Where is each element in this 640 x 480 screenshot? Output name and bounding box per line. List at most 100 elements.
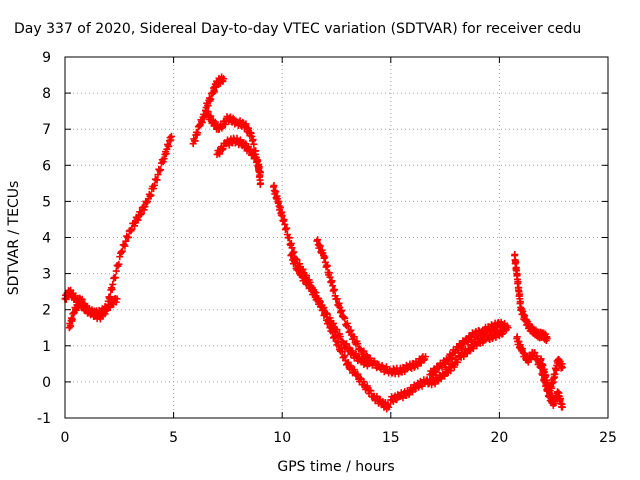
- data-point-interp: [147, 191, 155, 199]
- data-point-interp: [112, 298, 120, 306]
- series-track-2: [189, 106, 264, 188]
- data-point: [220, 75, 228, 83]
- data-point-interp: [134, 216, 142, 224]
- y-tick-label: 1: [42, 339, 51, 355]
- data-point-interp: [310, 288, 318, 296]
- data-point-interp: [290, 257, 298, 265]
- data-point-interp: [457, 344, 465, 352]
- data-point-interp: [157, 166, 165, 174]
- data-point: [558, 363, 566, 371]
- data-point-interp: [121, 242, 129, 250]
- gridlines: [65, 57, 608, 418]
- data-point-interp: [454, 358, 462, 366]
- data-point-interp: [344, 358, 352, 366]
- data-point-interp: [362, 351, 370, 359]
- y-tick-label: 2: [42, 303, 51, 319]
- data-point-interp: [516, 298, 524, 306]
- data-point-interp: [115, 260, 123, 268]
- data-point-interp: [338, 348, 346, 356]
- data-point-interp: [319, 305, 327, 313]
- data-point-interp: [354, 340, 362, 348]
- data-point-interp: [112, 267, 120, 275]
- data-point-interp: [150, 185, 158, 193]
- data-point-interp: [194, 129, 202, 137]
- data-point: [113, 295, 121, 303]
- data-point-interp: [299, 265, 307, 273]
- data-point-interp: [156, 167, 164, 175]
- data-point: [167, 132, 175, 140]
- y-tick-label: 0: [42, 375, 51, 391]
- data-point-interp: [409, 388, 417, 396]
- data-point-interp: [320, 304, 328, 312]
- series-track-3: [270, 182, 393, 413]
- series-track-6b: [537, 355, 566, 398]
- data-point-interp: [341, 314, 349, 322]
- data-point-interp: [432, 367, 440, 375]
- x-tick-label: 5: [169, 430, 178, 446]
- x-tick-label: 25: [599, 430, 617, 446]
- data-point: [422, 353, 430, 361]
- data-point-interp: [160, 155, 168, 163]
- data-point-interp: [137, 210, 145, 218]
- data-point-interp: [301, 274, 309, 282]
- x-tick-label: 20: [490, 430, 508, 446]
- data-point-interp: [360, 347, 368, 355]
- data-point-interp: [363, 382, 371, 390]
- data-point: [109, 280, 117, 288]
- data-point-interp: [154, 171, 162, 179]
- series-track-2b: [202, 73, 228, 112]
- data-point-interp: [431, 368, 439, 376]
- series-track-1b: [65, 294, 121, 332]
- plot-frame: [64, 56, 609, 419]
- data-point-interp: [283, 224, 291, 232]
- data-point-interp: [450, 363, 458, 371]
- data-point-interp: [153, 176, 161, 184]
- data-point-interp: [371, 357, 379, 365]
- data-point: [504, 324, 512, 332]
- data-point-interp: [303, 277, 311, 285]
- x-tick-label: 15: [382, 430, 400, 446]
- data-point-interp: [329, 319, 337, 327]
- data-point-interp: [294, 264, 302, 272]
- data-point-interp: [415, 383, 423, 391]
- y-tick-label: 4: [42, 231, 51, 247]
- data-point-interp: [343, 319, 351, 327]
- data-point-interp: [307, 282, 315, 290]
- data-point-interp: [111, 274, 119, 282]
- data-point-interp: [118, 247, 126, 255]
- data-point-interp: [441, 372, 449, 380]
- y-tick-label: 7: [42, 122, 51, 138]
- data-point-interp: [360, 378, 368, 386]
- data-point-interp: [323, 310, 331, 318]
- data-point-interp: [367, 387, 375, 395]
- series-track-5: [511, 250, 551, 345]
- data-point: [256, 179, 264, 187]
- data-point-interp: [131, 222, 139, 230]
- y-tick-label: 9: [42, 50, 51, 66]
- data-point-interp: [291, 258, 299, 266]
- series-track-4: [387, 326, 508, 406]
- data-point: [543, 335, 551, 343]
- data-point-interp: [229, 114, 237, 122]
- x-axis-label: GPS time / hours: [277, 459, 394, 475]
- data-point-interp: [336, 333, 344, 340]
- series-track-6: [513, 333, 566, 411]
- data-point-interp: [297, 269, 305, 277]
- data-point: [558, 403, 566, 411]
- data-point-interp: [356, 374, 364, 382]
- data-point-interp: [146, 192, 154, 200]
- series-track-3c: [287, 250, 373, 370]
- data-point-interp: [116, 253, 124, 261]
- y-axis-label: SDTVAR / TECUs: [6, 181, 22, 296]
- data-point-interp: [448, 354, 456, 362]
- data-point-interp: [316, 298, 324, 306]
- series-track-4b: [426, 318, 512, 379]
- data-point-interp: [340, 313, 348, 321]
- data-point-interp: [141, 203, 149, 211]
- series-track-2c: [213, 134, 264, 177]
- data-point-interp: [341, 352, 349, 360]
- data-point-interp: [366, 354, 374, 362]
- data-point-interp: [333, 295, 341, 303]
- data-point-interp: [106, 293, 114, 301]
- data-point-interp: [140, 206, 148, 214]
